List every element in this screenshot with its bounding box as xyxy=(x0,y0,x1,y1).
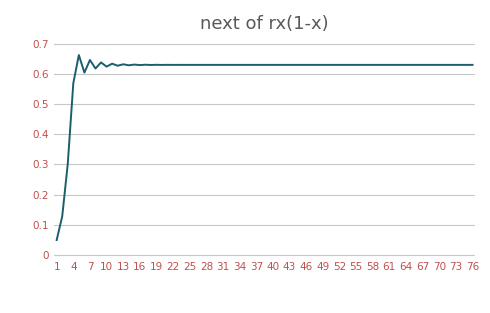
Title: next of rx(1-x): next of rx(1-x) xyxy=(200,15,329,33)
